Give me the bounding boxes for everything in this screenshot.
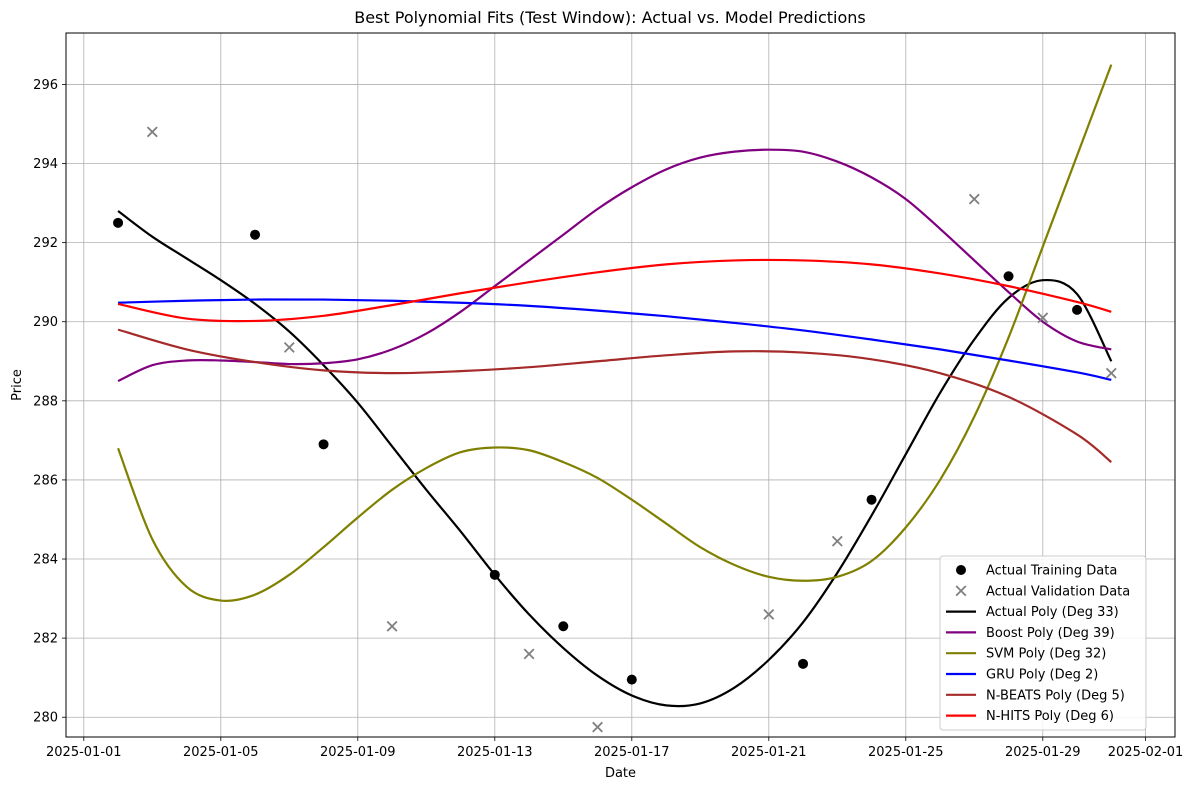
validation-point-stroke — [968, 193, 980, 205]
y-axis-label: Price — [10, 369, 25, 401]
training-point — [489, 569, 500, 580]
legend-item-n-hits-poly-deg-6: N-HITS Poly (Deg 6) — [946, 709, 1114, 724]
validation-point — [968, 193, 980, 205]
legend-box — [939, 555, 1147, 731]
y-tick-label: 292 — [33, 236, 58, 251]
line-n-beats-poly-deg-5 — [117, 328, 1112, 463]
training-point — [1003, 271, 1014, 282]
y-tick-label: 284 — [33, 553, 58, 568]
x-tick-label: 2025-02-01 — [1108, 745, 1184, 760]
validation-point — [763, 608, 775, 620]
x-tick-label: 2025-01-29 — [1005, 745, 1081, 760]
legend-swatch-stroke — [955, 585, 967, 597]
validation-point-stroke — [386, 620, 398, 632]
legend-label: N-BEATS Poly (Deg 5) — [986, 688, 1125, 703]
legend-item-gru-poly-deg-2: GRU Poly (Deg 2) — [946, 668, 1098, 683]
series-lines — [117, 64, 1113, 708]
validation-point — [1105, 367, 1117, 379]
validation-point-stroke — [283, 341, 295, 353]
y-tick-label: 280 — [33, 711, 58, 726]
validation-point-stroke — [146, 126, 158, 138]
validation-point-stroke — [831, 535, 843, 547]
legend-item-actual-validation-data: Actual Validation Data — [955, 584, 1130, 599]
y-tick-label: 290 — [33, 315, 58, 330]
line-gru-poly-deg-2 — [118, 298, 1112, 381]
x-tick-label: 2025-01-21 — [731, 745, 807, 760]
legend-label: Actual Poly (Deg 33) — [986, 605, 1119, 620]
validation-point — [146, 126, 158, 138]
legend-item-n-beats-poly-deg-5: N-BEATS Poly (Deg 5) — [946, 688, 1125, 703]
training-point — [626, 674, 637, 685]
validation-point — [592, 721, 603, 733]
y-tick-label: 286 — [33, 473, 58, 488]
validation-point-stroke — [1105, 367, 1117, 379]
legend-item-actual-training-data: Actual Training Data — [956, 564, 1117, 579]
validation-point-stroke — [1037, 312, 1049, 324]
line-n-hits-poly-deg-6 — [117, 258, 1112, 323]
line-actual-poly-deg-33 — [117, 210, 1113, 708]
validation-point-stroke — [592, 721, 603, 733]
scatter-points — [113, 126, 1117, 733]
x-tick-label: 2025-01-05 — [183, 745, 259, 760]
legend: Actual Training Data Actual Validation Da… — [939, 555, 1147, 731]
x-tick-label: 2025-01-09 — [320, 745, 396, 760]
legend-swatch — [956, 565, 966, 575]
training-point — [318, 439, 329, 450]
legend-item-actual-poly-deg-33: Actual Poly (Deg 33) — [946, 605, 1119, 620]
line-svm-poly-deg-32 — [117, 64, 1113, 602]
legend-item-svm-poly-deg-32: SVM Poly (Deg 32) — [946, 647, 1106, 662]
training-point — [866, 494, 877, 505]
y-tick-label: 294 — [33, 157, 58, 172]
legend-label: Boost Poly (Deg 39) — [986, 626, 1115, 641]
training-point — [798, 658, 809, 669]
plot-frame — [65, 32, 1176, 738]
chart-title: Best Polynomial Fits (Test Window): Actu… — [354, 8, 866, 27]
training-point — [113, 217, 124, 228]
training-point — [1072, 304, 1083, 315]
x-axis-label: Date — [605, 766, 636, 781]
legend-label: SVM Poly (Deg 32) — [986, 647, 1106, 662]
axis-ticks: 2025-01-01 2025-01-05 2025-01-09 2025-01-13… — [33, 78, 1183, 760]
validation-point — [831, 535, 843, 547]
validation-point — [386, 620, 398, 632]
validation-point — [1037, 312, 1049, 324]
y-tick-label: 296 — [33, 78, 58, 93]
legend-swatch — [955, 585, 967, 597]
y-tick-label: 288 — [33, 394, 58, 409]
x-tick-label: 2025-01-01 — [46, 745, 122, 760]
line-boost-poly-deg-39 — [117, 148, 1112, 383]
validation-point-stroke — [763, 608, 775, 620]
legend-label: GRU Poly (Deg 2) — [986, 668, 1098, 683]
y-tick-label: 282 — [33, 632, 58, 647]
legend-label: N-HITS Poly (Deg 6) — [986, 709, 1114, 724]
x-tick-label: 2025-01-13 — [457, 745, 533, 760]
x-tick-label: 2025-01-25 — [868, 745, 944, 760]
x-tick-label: 2025-01-17 — [594, 745, 670, 760]
training-point — [250, 229, 261, 240]
legend-item-boost-poly-deg-39: Boost Poly (Deg 39) — [946, 626, 1115, 641]
legend-label: Actual Validation Data — [986, 584, 1130, 599]
legend-label: Actual Training Data — [986, 564, 1117, 579]
validation-point — [283, 341, 295, 353]
training-point — [558, 621, 569, 632]
validation-point-stroke — [523, 648, 535, 660]
validation-point — [523, 648, 535, 660]
